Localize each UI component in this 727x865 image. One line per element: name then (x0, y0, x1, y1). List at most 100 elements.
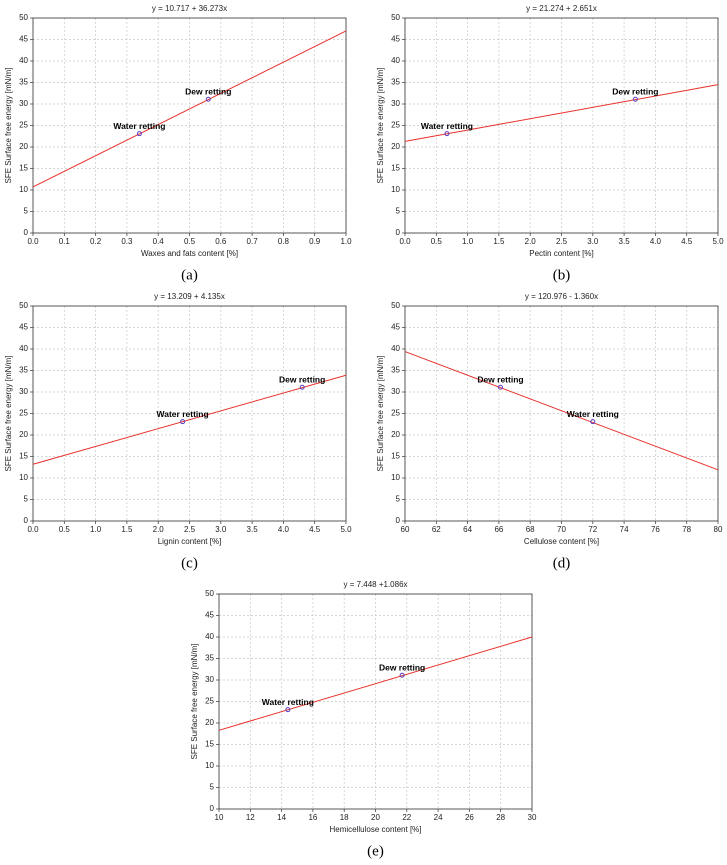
x-tick-label: 1.5 (493, 237, 505, 246)
x-tick-label: 20 (371, 813, 380, 822)
y-axis-label: SFE Surface free energy [mN/m] (4, 67, 13, 183)
data-point (180, 419, 186, 425)
data-point (497, 384, 503, 390)
x-tick-label: 24 (434, 813, 443, 822)
y-tick-label: 45 (19, 323, 28, 332)
x-tick-label: 0.8 (278, 237, 290, 246)
y-tick-label: 45 (391, 35, 400, 44)
chart-title: y = 7.448 +1.086x (343, 580, 407, 589)
x-tick-label: 3.0 (587, 237, 599, 246)
y-tick-label: 25 (205, 697, 214, 706)
x-tick-label: 74 (620, 525, 629, 534)
data-point (632, 96, 638, 102)
y-axis-label: SFE Surface free energy [mN/m] (4, 355, 13, 471)
y-tick-label: 30 (391, 387, 400, 396)
x-tick-label: 66 (494, 525, 503, 534)
y-tick-label: 15 (205, 740, 214, 749)
y-tick-label: 35 (391, 366, 400, 375)
y-tick-label: 20 (205, 718, 214, 727)
y-tick-label: 30 (19, 387, 28, 396)
x-tick-label: 5.0 (712, 237, 724, 246)
y-tick-label: 45 (19, 35, 28, 44)
y-tick-label: 5 (24, 495, 29, 504)
x-tick-label: 18 (340, 813, 349, 822)
x-tick-label: 12 (246, 813, 255, 822)
chart-panel: 0 5 10 15 20 25 30 35 40 45 50 10 12 14 16 18 20 22 24 26 28… (190, 580, 537, 859)
x-tick-label: 4.5 (309, 525, 321, 534)
x-axis-label: Waxes and fats content [%] (141, 249, 238, 258)
x-tick-label: 0.5 (184, 237, 196, 246)
x-tick-label: 64 (463, 525, 472, 534)
y-tick-label: 50 (391, 301, 400, 310)
x-tick-label: 0.4 (153, 237, 165, 246)
x-tick-label: 2.5 (556, 237, 568, 246)
x-axis-label: Pectin content [%] (529, 249, 593, 258)
y-tick-label: 15 (19, 452, 28, 461)
y-tick-label: 0 (24, 516, 29, 525)
x-tick-label: 0.0 (399, 237, 411, 246)
fit-line (404, 84, 719, 142)
y-tick-label: 40 (19, 56, 28, 65)
chart-title: y = 10.717 + 36.273x (152, 4, 227, 13)
chart-title: y = 21.274 + 2.651x (526, 4, 597, 13)
x-tick-label: 30 (528, 813, 537, 822)
x-tick-label: 1.5 (121, 525, 133, 534)
x-tick-label: 14 (277, 813, 286, 822)
x-tick-label: 2.0 (153, 525, 165, 534)
point-label: Water retting (421, 121, 473, 131)
y-tick-label: 0 (24, 228, 29, 237)
plot-frame (218, 593, 533, 810)
y-tick-label: 25 (19, 409, 28, 418)
x-tick-label: 4.0 (650, 237, 662, 246)
plot-frame (404, 305, 719, 522)
point-label: Water retting (567, 409, 619, 419)
y-tick-label: 35 (391, 78, 400, 87)
y-tick-label: 45 (391, 323, 400, 332)
y-tick-label: 50 (19, 301, 28, 310)
y-tick-label: 40 (19, 344, 28, 353)
x-tick-label: 0.0 (27, 525, 39, 534)
chart-panel: 0 5 10 15 20 25 30 35 40 45 50 0.0 0.5 1.0 1.5 2.0 2.5 3.… (4, 292, 352, 571)
y-tick-label: 5 (24, 207, 29, 216)
y-tick-label: 50 (19, 13, 28, 22)
x-tick-label: 0.6 (215, 237, 227, 246)
y-tick-label: 0 (396, 228, 401, 237)
y-tick-label: 15 (391, 164, 400, 173)
y-tick-label: 30 (205, 675, 214, 684)
x-tick-label: 0.2 (90, 237, 102, 246)
data-point (285, 707, 291, 713)
y-tick-label: 10 (391, 185, 400, 194)
x-tick-label: 68 (526, 525, 535, 534)
y-tick-label: 25 (391, 121, 400, 130)
data-point (444, 131, 450, 137)
x-tick-label: 0.3 (121, 237, 133, 246)
x-tick-label: 76 (651, 525, 660, 534)
x-tick-label: 0.0 (27, 237, 39, 246)
x-tick-label: 1.0 (462, 237, 474, 246)
y-tick-label: 20 (19, 430, 28, 439)
fit-line (404, 351, 719, 471)
y-tick-label: 40 (205, 632, 214, 641)
x-tick-label: 62 (432, 525, 441, 534)
x-tick-label: 3.5 (619, 237, 631, 246)
y-tick-label: 50 (391, 13, 400, 22)
y-tick-label: 10 (205, 761, 214, 770)
x-tick-label: 28 (496, 813, 505, 822)
y-tick-label: 20 (391, 430, 400, 439)
point-label: Dew retting (185, 87, 231, 97)
y-tick-label: 20 (391, 142, 400, 151)
x-axis-label: Hemicellulose content [%] (329, 825, 421, 834)
x-tick-label: 72 (588, 525, 597, 534)
point-label: Dew retting (477, 375, 523, 385)
point-label: Water retting (157, 409, 209, 419)
x-tick-label: 78 (682, 525, 691, 534)
y-tick-label: 25 (19, 121, 28, 130)
y-tick-label: 10 (19, 473, 28, 482)
y-tick-label: 40 (391, 344, 400, 353)
chart-panel: 0 5 10 15 20 25 30 35 40 45 50 0.0 0.1 0.2 0.3 0.4 0.5 0.… (4, 4, 352, 283)
y-tick-label: 35 (19, 78, 28, 87)
data-point (299, 384, 305, 390)
y-tick-label: 40 (391, 56, 400, 65)
x-tick-label: 0.5 (431, 237, 443, 246)
